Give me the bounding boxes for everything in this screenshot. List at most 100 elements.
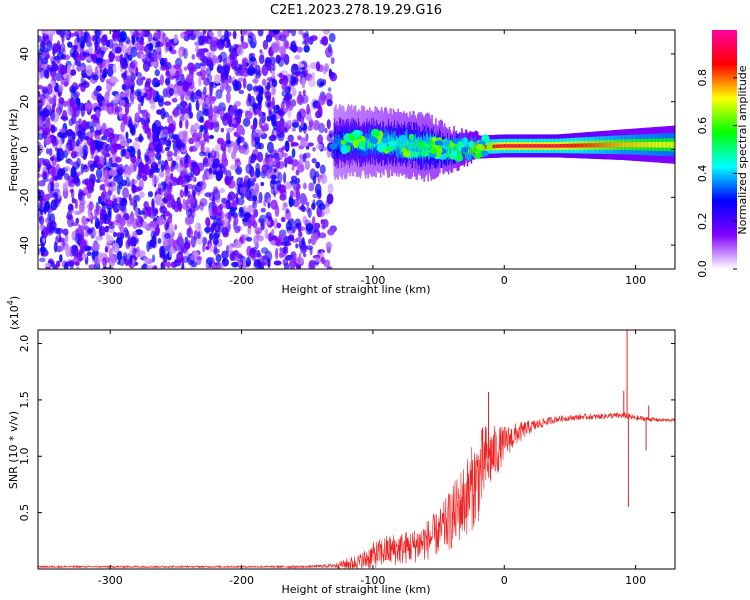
spectrogram-cell	[75, 139, 80, 147]
spectrogram-cell	[109, 76, 118, 83]
spectrogram-cell	[165, 36, 170, 45]
spectrogram-cell	[140, 94, 144, 107]
spectrogram-blob	[418, 140, 425, 148]
spectrogram-cell	[45, 164, 50, 170]
spectrogram-cell	[302, 253, 307, 258]
spectrogram-cell	[283, 107, 288, 114]
spectrogram-cell	[242, 58, 247, 66]
spectrogram-cell	[125, 229, 130, 238]
spectrogram-cell	[119, 53, 124, 65]
spectrogram-cell	[281, 30, 290, 38]
spectrogram-cell	[211, 36, 219, 43]
spectrogram-cell	[186, 106, 192, 115]
y-tick-label: 0	[18, 146, 31, 153]
spectrogram-cell	[201, 102, 205, 115]
spectrogram-cell	[41, 130, 48, 139]
spectrogram-cell	[257, 94, 263, 106]
spectrogram-cell	[283, 127, 288, 133]
spectrogram-cell	[105, 199, 113, 207]
spectrogram-cell	[324, 127, 328, 134]
spectrogram-blob	[329, 143, 338, 150]
spectrogram-cell	[217, 30, 222, 38]
spectrogram-cell	[81, 252, 88, 260]
spectrogram-cell	[202, 30, 207, 35]
spectrogram-cell	[182, 133, 189, 145]
spectrogram-cell	[86, 203, 95, 210]
spectrogram-cell	[159, 74, 165, 86]
spectrogram-cell	[183, 48, 188, 60]
spectrogram-cell	[240, 33, 244, 44]
spectrogram-cell	[53, 192, 59, 198]
spectrogram-cell	[199, 61, 207, 67]
spectrogram-cell	[52, 43, 59, 54]
colorbar-tick-label: 0.4	[696, 165, 709, 183]
spectrogram-cell	[254, 227, 263, 235]
spectrogram-cell	[267, 232, 274, 242]
spectrogram-cell	[143, 163, 150, 176]
spectrogram-blob	[381, 137, 390, 144]
spectrogram-cell	[277, 120, 285, 133]
spectrogram-cell	[247, 35, 253, 45]
spectrogram-cell	[158, 50, 162, 62]
spectrogram-cell	[218, 102, 226, 112]
spectrogram-cell	[179, 32, 185, 38]
spectrogram-cell	[173, 34, 178, 44]
spectrogram-cell	[130, 46, 138, 58]
spectrogram-cell	[267, 202, 271, 209]
spectrogram-cell	[71, 245, 79, 257]
spectrogram-cell	[38, 90, 41, 98]
spectrogram-cell	[77, 224, 82, 236]
snr-y-multiplier-exp: 4	[6, 300, 15, 305]
spectrogram-cell	[231, 199, 236, 207]
spectrogram-cell	[89, 138, 94, 148]
spectrogram-cell	[106, 80, 113, 93]
spectrogram-cell	[120, 148, 125, 158]
spectrogram-cell	[102, 206, 106, 214]
spectrogram-cell	[291, 148, 296, 158]
spectrogram-cell	[119, 216, 126, 227]
spectrogram-cell	[240, 177, 244, 183]
spectrogram-blob	[443, 139, 451, 147]
spectrogram-cell	[255, 162, 261, 172]
spectrogram-cell	[276, 180, 282, 192]
spectrogram-cell	[216, 205, 223, 217]
spectrogram-cell	[282, 246, 287, 254]
spectrogram-cell	[75, 97, 81, 106]
spectrogram-cell	[314, 170, 319, 178]
spectrogram-cell	[287, 230, 293, 235]
spectrogram-cell	[168, 45, 173, 52]
spectrogram-cell	[124, 52, 130, 60]
spectrogram-cell	[106, 138, 113, 143]
spectrogram-cell	[297, 256, 301, 264]
spectrogram-cell	[329, 72, 338, 82]
spectrogram-cell	[307, 238, 312, 245]
spectrogram-cell	[312, 146, 316, 152]
spectrogram-cell	[72, 105, 78, 113]
spectrogram-cell	[207, 125, 213, 130]
spectrogram-cell	[48, 190, 55, 199]
spectrogram-cell	[256, 252, 262, 258]
spectrogram-cell	[111, 242, 120, 253]
spectrogram-cell	[130, 97, 135, 105]
spectrogram-cell	[211, 147, 215, 157]
spectrogram-cell	[273, 260, 282, 266]
spectrogram-cell	[212, 237, 219, 246]
spectrogram-cell	[306, 115, 313, 122]
spectrogram-cell	[245, 256, 251, 267]
spectrogram-cell	[145, 158, 152, 165]
y-tick-label: 0.5	[18, 504, 31, 522]
colorbar-tick-label: 0.0	[696, 260, 709, 278]
spectrogram-cell	[101, 73, 107, 79]
spectrogram-cell	[38, 173, 41, 179]
spectrogram-cell	[130, 71, 136, 82]
spectrogram-cell	[200, 180, 207, 190]
spectrogram-x-axis: -300 -200 -100 0 100	[98, 30, 646, 287]
spectrogram-cell	[61, 110, 68, 122]
spectrogram-cell	[229, 55, 236, 67]
spectrogram-cell	[278, 152, 283, 160]
spectrogram-cell	[94, 217, 101, 229]
spectrogram-cell	[298, 63, 305, 68]
spectrogram-cell	[295, 243, 299, 249]
spectrogram-cell	[202, 173, 206, 181]
spectrogram-cell	[95, 178, 101, 183]
